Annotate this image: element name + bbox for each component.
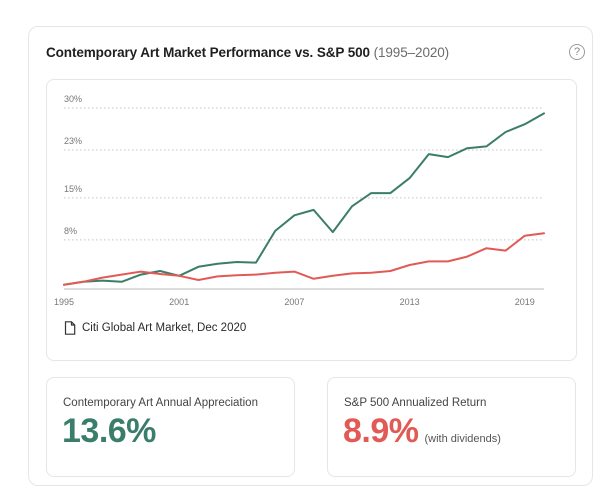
- art-appreciation-card: Contemporary Art Annual Appreciation 13.…: [46, 377, 295, 477]
- question-circle-icon[interactable]: ?: [569, 44, 585, 60]
- sp500-return-value: 8.9%: [343, 412, 419, 450]
- chart-panel: 8% 15% 23% 30% 1995 2001 2007 2013 2019 Citi Glo…: [46, 79, 577, 361]
- chart-date-range: (1995–2020): [373, 45, 450, 60]
- y-tick-label: 8%: [64, 226, 77, 236]
- source-attribution: Citi Global Art Market, Dec 2020: [64, 320, 246, 336]
- art-appreciation-label: Contemporary Art Annual Appreciation: [63, 397, 258, 409]
- document-icon: [64, 321, 76, 335]
- chart-card: Contemporary Art Market Performance vs. …: [28, 26, 593, 486]
- sp500-return-value-row: 8.9% (with dividends): [343, 412, 501, 451]
- x-tick-label: 2001: [169, 297, 189, 307]
- x-tick-label: 2013: [400, 297, 420, 307]
- art-appreciation-value: 13.6%: [62, 412, 156, 450]
- y-tick-label: 23%: [64, 136, 82, 146]
- x-tick-label: 2019: [515, 297, 535, 307]
- sp500-series-line: [63, 232, 545, 286]
- art-market-series-line: [63, 112, 545, 286]
- line-chart: 8% 15% 23% 30% 1995 2001 2007 2013 2019: [54, 94, 545, 307]
- source-text: Citi Global Art Market, Dec 2020: [82, 322, 247, 334]
- chart-title: Contemporary Art Market Performance vs. …: [46, 45, 450, 60]
- y-tick-label: 30%: [64, 94, 82, 104]
- sp500-return-label: S&P 500 Annualized Return: [344, 397, 487, 409]
- x-tick-label: 1995: [54, 297, 74, 307]
- sp500-return-note: (with dividends): [424, 433, 501, 445]
- y-tick-label: 15%: [64, 184, 82, 194]
- x-tick-label: 2007: [284, 297, 304, 307]
- title-row: Contemporary Art Market Performance vs. …: [46, 44, 586, 64]
- sp500-return-card: S&P 500 Annualized Return 8.9% (with divi…: [327, 377, 576, 477]
